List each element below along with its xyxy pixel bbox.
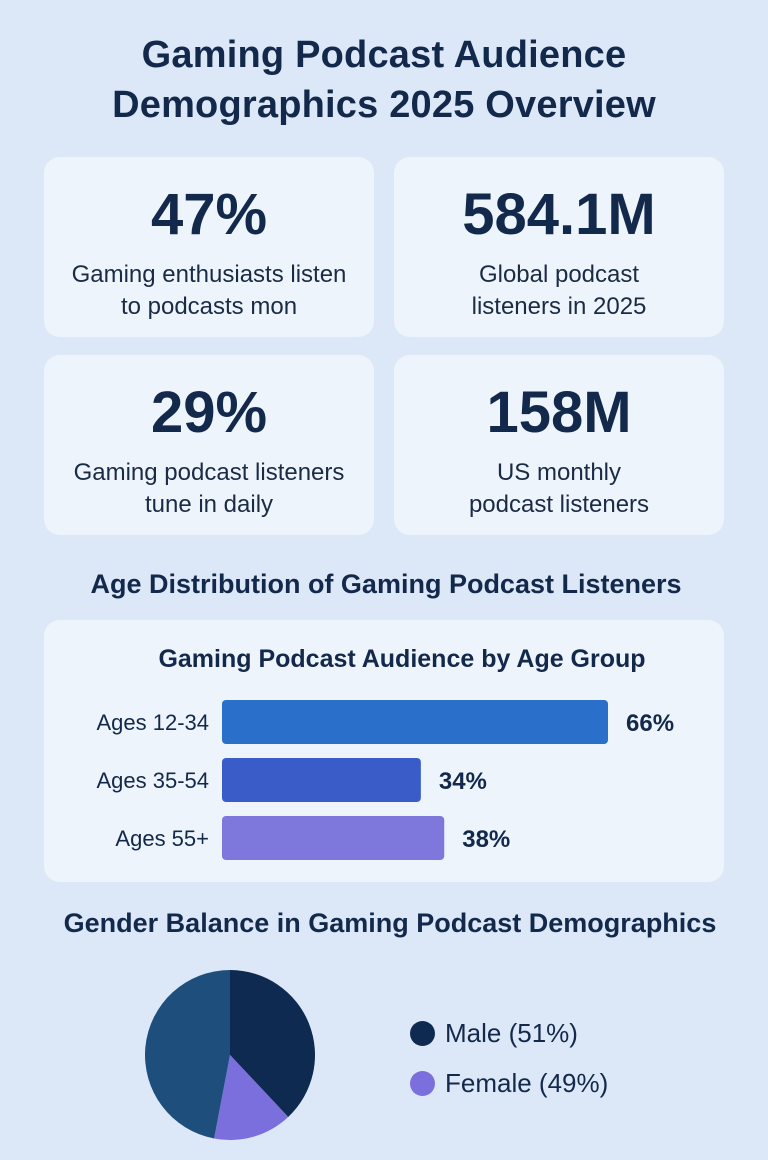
stat-value: 158M	[486, 380, 632, 445]
legend-label-female: Female (49%)	[445, 1067, 609, 1098]
stat-value: 47%	[150, 182, 268, 247]
bar-category-label: Ages 35-54	[96, 768, 209, 793]
gender-pie-chart	[144, 970, 315, 1140]
stat-card-daily-listeners: 29% Gaming podcast listeners tune in dai…	[44, 355, 374, 535]
pie-slice	[214, 1055, 289, 1140]
age-chart-title: Gaming Podcast Audience by Age Group	[158, 645, 645, 673]
gender-legend: Male (51%) Female (49%)	[410, 1008, 608, 1108]
legend-label-male: Male (51%)	[445, 1017, 578, 1048]
page-title-line-2: Demographics 2025 Overview	[112, 84, 656, 126]
stat-value: 29%	[150, 380, 268, 445]
bar-value-label: 34%	[439, 768, 487, 795]
stat-label: Gaming enthusiasts listen to podcasts mo…	[71, 261, 347, 320]
bar	[222, 758, 421, 802]
pie-slice	[230, 970, 315, 1117]
bar-value-label: 66%	[626, 710, 674, 737]
legend-item-male: Male (51%)	[410, 1008, 608, 1058]
stat-card-monthly-enthusiasts: 47% Gaming enthusiasts listen to podcast…	[44, 157, 374, 337]
age-bar-chart-card: Gaming Podcast Audience by Age Group Age…	[44, 620, 724, 882]
stat-label: US monthly podcast listeners	[468, 459, 650, 518]
stat-card-global-listeners: 584.1M Global podcast listeners in 2025	[394, 157, 724, 337]
legend-swatch-female	[410, 1070, 435, 1096]
page-title: Gaming Podcast Audience Demographics 202…	[0, 30, 768, 130]
age-bar-chart: Gaming Podcast Audience by Age Group Age…	[96, 645, 674, 860]
stat-label: Gaming podcast listeners tune in daily	[73, 459, 345, 518]
bar	[222, 700, 608, 744]
bar-category-label: Ages 12-34	[96, 710, 209, 735]
legend-item-female: Female (49%)	[410, 1058, 608, 1108]
gender-pie-chart-wrap	[130, 955, 330, 1155]
bar-value-label: 38%	[462, 826, 510, 853]
bar-category-label: Ages 55+	[115, 826, 209, 851]
bar	[222, 816, 445, 860]
stat-value: 584.1M	[462, 182, 656, 247]
stat-label: Global podcast listeners in 2025	[471, 261, 647, 320]
page-title-line-1: Gaming Podcast Audience	[141, 34, 627, 76]
pie-slice	[144, 970, 230, 1139]
legend-swatch-male	[410, 1020, 435, 1046]
gender-section-title: Gender Balance in Gaming Podcast Demogra…	[63, 908, 717, 938]
age-section-title: Age Distribution of Gaming Podcast Liste…	[90, 569, 682, 599]
stat-card-us-listeners: 158M US monthly podcast listeners	[394, 355, 724, 535]
